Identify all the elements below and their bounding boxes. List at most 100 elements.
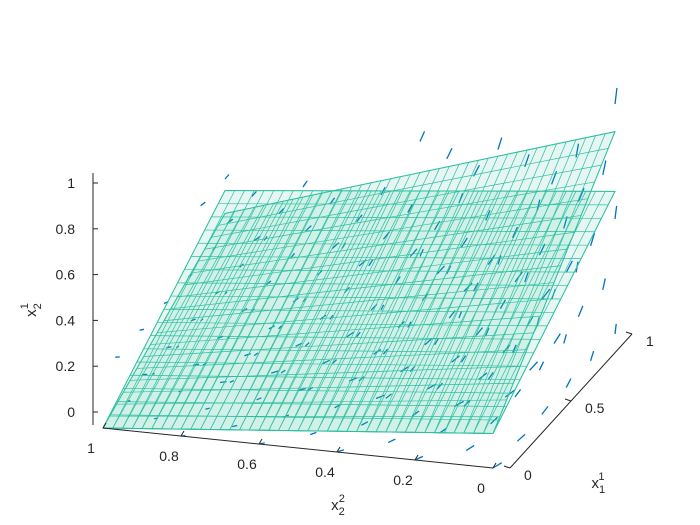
quiver-arrow (251, 191, 257, 197)
quiver-arrow (512, 226, 518, 239)
quiver-arrow (271, 370, 279, 374)
y-axis-label: x11 (592, 471, 606, 496)
quiver-arrow (205, 407, 210, 410)
surface-gridline (150, 315, 541, 345)
y-tick-label: 1 (646, 333, 654, 349)
x-axis-ticks: 1 0.8 0.6 0.4 0.2 0 (87, 422, 497, 496)
quiver-arrow (356, 331, 361, 338)
quiver-arrow (436, 382, 443, 390)
y-axis-ticks: 00.51 (503, 331, 654, 483)
quiver-arrow (497, 255, 502, 265)
quiver-arrow (380, 304, 385, 311)
quiver-arrow (329, 314, 334, 320)
surface-gridline (163, 308, 555, 313)
quiver-arrow (487, 254, 496, 265)
surface-gridline (218, 203, 609, 206)
x-tick-label: 0.4 (315, 464, 335, 480)
quiver-arrow (395, 276, 401, 284)
surface-gridline (123, 388, 514, 394)
surface-gridline (116, 399, 507, 405)
surface-gridline (170, 295, 561, 300)
quiver-arrow (458, 310, 463, 319)
quiver-arrow (460, 237, 468, 248)
quiver-arrow (504, 389, 515, 398)
quiver-arrow (387, 438, 396, 444)
quiver-arrow (577, 305, 584, 317)
quiver-arrow (309, 431, 317, 436)
quiver-arrow (256, 397, 262, 401)
surface-gridline (177, 282, 568, 286)
surface-gridline (177, 248, 568, 298)
quiver-arrow (565, 260, 573, 273)
quiver-arrow (229, 379, 235, 383)
x-tick-label: 0.2 (393, 472, 413, 488)
quiver-arrow (497, 137, 503, 150)
quiver-arrow (224, 291, 228, 295)
quiver-arrow (409, 248, 418, 258)
quiver-arrow (458, 193, 464, 204)
x-tick-label: 0.6 (237, 456, 257, 472)
x-tick-mark (336, 446, 341, 453)
quiver-arrow (485, 209, 491, 221)
quiver-arrow (485, 327, 490, 336)
quiver-arrow (499, 299, 506, 310)
quiver-arrow (436, 265, 446, 275)
surface-gridline (191, 215, 582, 274)
quiver-arrow (614, 87, 618, 105)
surface-gridline (102, 427, 494, 434)
quiver-arrow (280, 369, 286, 374)
quiver-arrow (304, 342, 310, 347)
surface-gridline (130, 366, 521, 381)
quiver-arrow (487, 372, 494, 380)
surface-gridline (218, 148, 609, 226)
surface-gridline (170, 265, 561, 310)
quiver-arrow (224, 174, 230, 180)
quiver-arrow (524, 271, 529, 283)
surface-gridline (224, 131, 616, 214)
quiver-arrow (346, 331, 354, 338)
quiver-arrow (589, 233, 596, 246)
quiver-arrow (529, 361, 539, 371)
surface-gridline (184, 231, 575, 286)
surface-gridline (150, 335, 541, 340)
z-tick-label: 0.6 (56, 267, 76, 283)
surface-gridline (109, 415, 500, 418)
quiver-arrow (538, 243, 546, 256)
quiver-arrow (200, 201, 206, 207)
z-axis: 0 0.2 0.4 0.6 0.8 1 x21 (19, 173, 98, 425)
quiver-arrow (356, 214, 363, 223)
quiver-arrow (553, 333, 561, 344)
surface-gridline (157, 298, 548, 334)
quiver-arrow (577, 187, 585, 202)
z-tick-label: 0.4 (56, 312, 76, 328)
quiver-arrow (322, 359, 331, 365)
surface-gridline (143, 332, 534, 357)
quiver-arrow (265, 280, 272, 286)
quiver-arrow (278, 325, 283, 330)
quiver-arrow (419, 131, 426, 142)
quiver-arrow (516, 433, 526, 442)
quiver-arrow (368, 259, 374, 267)
x-tick-label: 0 (477, 480, 485, 496)
quiver-arrow (575, 143, 580, 158)
quiver-arrow (512, 344, 517, 354)
x-tick-label: 1 (87, 440, 95, 456)
quiver-arrow (446, 147, 453, 160)
quiver-arrow (244, 353, 251, 357)
quiver-arrow (475, 327, 484, 336)
surface-gridline (116, 401, 507, 407)
quiver-arrow (490, 416, 498, 425)
surface-gridline (211, 216, 602, 219)
surface-gridline (163, 282, 555, 322)
z-tick-label: 1 (67, 175, 75, 191)
surface-gridline (211, 164, 602, 238)
quiver-arrow (278, 208, 285, 215)
quiver-arrow (232, 424, 238, 428)
quiver-arrow (414, 455, 424, 461)
surface-gridline (130, 374, 521, 381)
quiver-arrow (407, 203, 414, 213)
quiver-arrow (541, 288, 551, 300)
quiver-arrow (253, 352, 259, 357)
